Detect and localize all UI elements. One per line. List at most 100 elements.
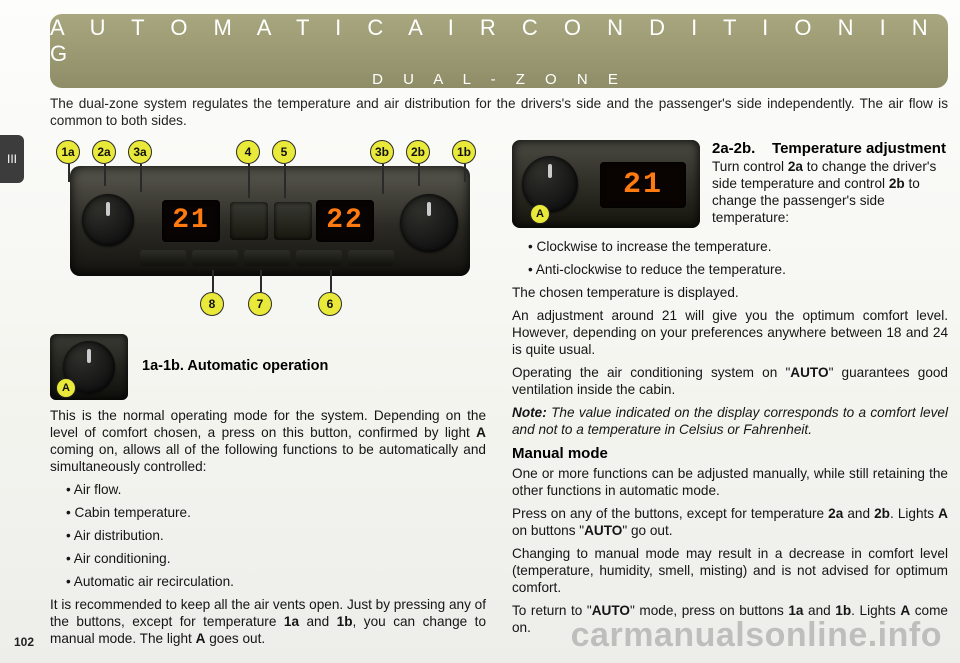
bullet: • Cabin temperature. <box>50 505 486 522</box>
watermark: carmanualsonline.info <box>571 616 942 655</box>
strip-button <box>296 250 342 266</box>
text: Operating the air conditioning system on… <box>512 365 790 380</box>
leader-line <box>260 270 262 292</box>
manual-heading: Manual mode <box>512 445 948 462</box>
text: on buttons " <box>512 523 584 538</box>
dial-icon <box>522 156 578 212</box>
text: Turn control <box>712 159 788 174</box>
leader-line <box>68 164 70 182</box>
strip-button <box>348 250 394 266</box>
auto-heading: 1a-1b. Automatic operation <box>142 358 328 375</box>
text-bold: A <box>196 631 206 646</box>
note-text: Note: The value indicated on the display… <box>512 405 948 439</box>
body-text: It is recommended to keep all the air ve… <box>50 597 486 648</box>
text: and <box>843 506 874 521</box>
mid-buttons <box>230 202 312 240</box>
text: " go out. <box>622 523 672 538</box>
page-number: 102 <box>14 635 34 649</box>
leader-line <box>212 270 214 292</box>
intro-text: The dual-zone system regulates the tempe… <box>50 96 948 130</box>
two-columns: 21 22 <box>50 140 948 654</box>
bullet: • Air distribution. <box>50 528 486 545</box>
marker-5: 5 <box>272 140 296 164</box>
leader-line <box>382 164 384 194</box>
dial-left <box>82 194 134 246</box>
marker-3b: 3b <box>370 140 394 164</box>
temp-callout: 21 A 2a-2b. Temperature adjustment Turn … <box>512 140 948 233</box>
mid-button <box>274 202 312 240</box>
text-bold: Temperature adjustment <box>772 140 946 157</box>
badge-a: A <box>530 204 550 224</box>
text: and <box>299 614 337 629</box>
bullet: • Air flow. <box>50 482 486 499</box>
auto-button-image: A <box>50 334 128 400</box>
badge-a: A <box>56 378 76 398</box>
bottom-strip <box>140 250 394 266</box>
leader-line <box>248 164 250 198</box>
leader-line <box>330 270 332 292</box>
marker-2a: 2a <box>92 140 116 164</box>
text: The value indicated on the display corre… <box>512 405 948 437</box>
text: Press on any of the buttons, except for … <box>512 506 828 521</box>
body-text: The chosen temperature is displayed. <box>512 285 948 302</box>
temp-control-image: 21 A <box>512 140 700 228</box>
content-area: The dual-zone system regulates the tempe… <box>50 96 948 623</box>
leader-line <box>140 164 142 192</box>
text: goes out. <box>205 631 265 646</box>
page-subtitle: D U A L - Z O N E <box>372 71 626 88</box>
text: . Lights <box>890 506 938 521</box>
bullet: • Air conditioning. <box>50 551 486 568</box>
bullet: • Automatic air recirculation. <box>50 574 486 591</box>
strip-button <box>192 250 238 266</box>
text-bold: 2b <box>874 506 890 521</box>
strip-button <box>244 250 290 266</box>
strip-button <box>140 250 186 266</box>
text-bold: AUTO <box>790 365 828 380</box>
marker-6: 6 <box>318 292 342 316</box>
dial-right <box>400 194 458 252</box>
body-text: Operating the air conditioning system on… <box>512 365 948 399</box>
leader-line <box>104 164 106 186</box>
marker-7: 7 <box>248 292 272 316</box>
marker-3a: 3a <box>128 140 152 164</box>
control-panel: 21 22 <box>70 166 470 276</box>
body-text: Changing to manual mode may result in a … <box>512 546 948 597</box>
display-right: 22 <box>316 200 374 242</box>
page-header: A U T O M A T I C A I R C O N D I T I O … <box>50 14 948 88</box>
bullet: • Anti-clockwise to reduce the temperatu… <box>512 262 948 279</box>
body-text: Press on any of the buttons, except for … <box>512 506 948 540</box>
body-text: An adjustment around 21 will give you th… <box>512 308 948 359</box>
display-left: 21 <box>162 200 220 242</box>
text-bold: 1a <box>284 614 299 629</box>
manual-page: III A U T O M A T I C A I R C O N D I T … <box>0 0 960 663</box>
temp-display: 21 <box>600 162 686 208</box>
control-panel-diagram: 21 22 <box>50 140 486 320</box>
text: coming on, allows all of the following f… <box>50 442 486 474</box>
text-bold: AUTO <box>584 523 622 538</box>
auto-callout: A 1a-1b. Automatic operation <box>50 334 486 400</box>
marker-2b: 2b <box>406 140 430 164</box>
marker-8: 8 <box>200 292 224 316</box>
leader-line <box>284 164 286 198</box>
page-title: A U T O M A T I C A I R C O N D I T I O … <box>50 15 948 67</box>
text-bold: 2a <box>788 159 803 174</box>
text-bold: Note: <box>512 405 547 420</box>
body-text: One or more functions can be adjusted ma… <box>512 466 948 500</box>
mid-button <box>230 202 268 240</box>
text-bold: 1b <box>337 614 353 629</box>
marker-4: 4 <box>236 140 260 164</box>
chapter-tab: III <box>0 135 24 183</box>
text-bold: 2a-2b. <box>712 140 755 157</box>
marker-1a: 1a <box>56 140 80 164</box>
marker-1b: 1b <box>452 140 476 164</box>
leader-line <box>418 164 420 186</box>
text-bold: 2b <box>889 176 905 191</box>
left-column: 21 22 <box>50 140 486 654</box>
text: This is the normal operating mode for th… <box>50 408 486 440</box>
body-text: This is the normal operating mode for th… <box>50 408 486 476</box>
text-bold: A <box>938 506 948 521</box>
right-column: 21 A 2a-2b. Temperature adjustment Turn … <box>512 140 948 654</box>
text-bold: A <box>476 425 486 440</box>
leader-line <box>464 164 466 182</box>
text-bold: 2a <box>828 506 843 521</box>
